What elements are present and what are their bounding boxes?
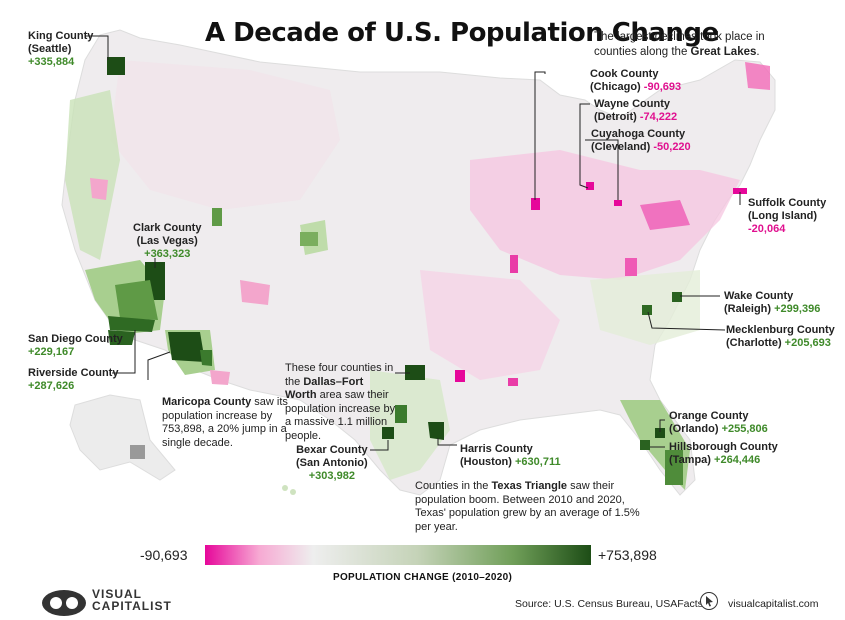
orange-county-shape bbox=[655, 428, 665, 438]
riverside-shape bbox=[108, 316, 155, 332]
cursor-icon bbox=[700, 592, 718, 610]
label-mecklenburg-county: Mecklenburg County (Charlotte) +205,693 bbox=[726, 324, 835, 349]
texas-triangle-note: Counties in the Texas Triangle saw their… bbox=[415, 480, 640, 533]
label-hillsborough-county: Hillsborough County (Tampa) +264,446 bbox=[669, 441, 778, 466]
bexar-county-shape bbox=[382, 427, 394, 439]
harris-county-shape bbox=[428, 422, 444, 440]
label-riverside-county: Riverside County +287,626 bbox=[28, 367, 119, 392]
dfw-counties-shape bbox=[405, 365, 425, 380]
label-cuyahoga-county: Cuyahoga County (Cleveland) -50,220 bbox=[591, 128, 691, 153]
page-title: A Decade of U.S. Population Change bbox=[205, 18, 719, 48]
label-suffolk-county: Suffolk County (Long Island) -20,064 bbox=[748, 197, 827, 235]
label-orange-county: Orange County (Orlando) +255,806 bbox=[669, 410, 768, 435]
maricopa-note: Maricopa County saw its population incre… bbox=[162, 396, 288, 449]
mecklenburg-county-shape bbox=[642, 305, 652, 315]
wake-county-shape bbox=[672, 292, 682, 302]
website-link[interactable]: visualcapitalist.com bbox=[728, 598, 819, 610]
legend-color-bar bbox=[205, 545, 591, 565]
legend-max-label: +753,898 bbox=[598, 547, 657, 563]
label-wayne-county: Wayne County (Detroit) -74,222 bbox=[594, 98, 678, 123]
pinal-shape bbox=[200, 350, 212, 366]
cook-county-shape bbox=[531, 198, 540, 210]
san-diego-shape bbox=[108, 330, 135, 345]
alaska-shape bbox=[69, 394, 176, 481]
label-harris-county: Harris County (Houston) +630,711 bbox=[460, 443, 561, 468]
label-cook-county: Cook County (Chicago) -90,693 bbox=[590, 68, 682, 93]
visual-capitalist-logo-icon bbox=[42, 590, 86, 616]
suffolk-county-shape bbox=[733, 188, 747, 194]
great-lakes-note: The largest declines took place in count… bbox=[594, 31, 765, 58]
legend-min-label: -90,693 bbox=[140, 547, 188, 563]
label-clark-county: Clark County (Las Vegas) +363,323 bbox=[133, 222, 202, 260]
hillsborough-county-shape bbox=[640, 440, 650, 450]
legend-title: POPULATION CHANGE (2010–2020) bbox=[333, 572, 513, 583]
maricopa-shape bbox=[168, 332, 205, 362]
san-bernardino-shape bbox=[115, 280, 158, 320]
king-county-shape bbox=[107, 57, 125, 75]
cuyahoga-county-shape bbox=[614, 200, 622, 206]
label-wake-county: Wake County (Raleigh) +299,396 bbox=[724, 290, 821, 315]
source-text: Source: U.S. Census Bureau, USAFacts bbox=[515, 598, 703, 610]
label-bexar-county: Bexar County (San Antonio) +303,982 bbox=[296, 444, 368, 482]
wayne-county-shape bbox=[586, 182, 594, 190]
logo-wordmark: VISUAL CAPITALIST bbox=[92, 587, 172, 613]
label-king-county: King County (Seattle) +335,884 bbox=[28, 30, 94, 68]
label-san-diego-county: San Diego County +229,167 bbox=[28, 333, 123, 358]
dfw-note: These four counties in the Dallas–Fort W… bbox=[285, 362, 396, 442]
